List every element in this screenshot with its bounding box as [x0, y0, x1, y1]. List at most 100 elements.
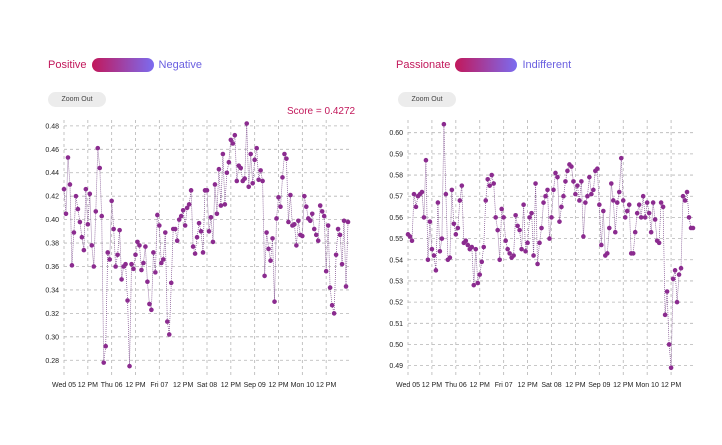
data-point [648, 229, 654, 235]
data-point [345, 219, 351, 225]
positive-negative-gradient [91, 58, 154, 72]
data-point [449, 187, 455, 193]
data-point [224, 170, 230, 176]
data-point [614, 200, 620, 205]
data-point [674, 299, 680, 305]
passionate-label: Passionate [396, 59, 451, 71]
data-point [533, 181, 538, 186]
data-point [101, 360, 107, 365]
data-point [97, 165, 103, 171]
positive-label: Positive [48, 59, 87, 71]
data-point [477, 272, 483, 277]
data-point [143, 244, 148, 249]
data-point [109, 198, 114, 204]
data-point [529, 210, 534, 216]
data-point [107, 257, 112, 262]
data-point [597, 202, 602, 208]
data-point [81, 247, 87, 253]
data-point [437, 248, 443, 254]
data-point [583, 200, 588, 205]
data-point [323, 268, 329, 274]
data-point [234, 178, 240, 184]
data-point [309, 211, 315, 217]
y-tick-label: 0.46 [45, 147, 59, 154]
y-tick-label: 0.44 [45, 170, 59, 177]
data-point [423, 157, 429, 163]
data-point [252, 157, 257, 163]
data-point [292, 222, 297, 227]
data-point [190, 244, 196, 249]
left-chart: 0.28 0.30 0.32 0.34 0.36 0.38 0.40 0.42 0.44 0.46… [45, 120, 351, 389]
data-point [644, 200, 650, 205]
data-point [573, 191, 578, 197]
data-point [495, 227, 500, 233]
data-point [188, 188, 194, 193]
data-point [280, 175, 285, 180]
data-point [341, 218, 347, 224]
data-point [503, 238, 508, 244]
data-point [622, 215, 628, 220]
data-point [200, 250, 206, 255]
data-point [650, 200, 656, 205]
data-point [238, 165, 244, 171]
data-point [331, 311, 337, 316]
data-point [307, 218, 313, 224]
data-point [91, 264, 97, 269]
data-point [172, 226, 178, 232]
data-point [626, 202, 632, 208]
zoom-out-button[interactable]: Zoom Out [48, 92, 106, 107]
data-point [113, 264, 118, 269]
data-point [569, 164, 574, 169]
data-point [549, 215, 554, 220]
data-point [288, 192, 293, 198]
data-point [176, 217, 182, 222]
data-point [313, 232, 319, 238]
x-tick-label: 12 PM [78, 382, 98, 389]
data-point [216, 166, 222, 172]
zoom-out-button[interactable]: Zoom Out [398, 92, 456, 107]
y-tick-label: 0.60 [389, 130, 403, 137]
data-point [599, 242, 604, 248]
data-point [517, 227, 522, 233]
data-point [155, 212, 160, 218]
data-point [151, 250, 156, 255]
data-point [103, 343, 109, 349]
data-point [333, 252, 339, 258]
data-point [196, 220, 202, 226]
data-point [435, 200, 441, 205]
data-point [296, 218, 301, 224]
data-point [153, 270, 158, 275]
data-point [632, 229, 638, 235]
data-point [453, 232, 459, 237]
data-point [87, 191, 93, 197]
data-point [537, 240, 542, 246]
x-tick-label: Sat 08 [197, 382, 217, 389]
data-point [666, 342, 672, 347]
data-point [431, 253, 437, 258]
data-point [184, 205, 190, 211]
data-point [545, 187, 550, 193]
data-point [487, 183, 493, 188]
data-point [131, 266, 136, 272]
data-point [662, 312, 668, 318]
data-point [75, 206, 81, 212]
data-point [547, 236, 552, 241]
y-tick-label: 0.38 [45, 241, 59, 248]
data-point [317, 203, 323, 208]
data-point [479, 259, 485, 265]
data-point [591, 187, 596, 193]
x-tick-label: 12 PM [661, 382, 681, 389]
data-point [194, 234, 200, 240]
data-point [680, 193, 686, 199]
x-tick-label: Wed 05 [52, 382, 76, 389]
data-point [433, 268, 439, 273]
data-point [499, 206, 504, 212]
x-tick-label: 12 PM [565, 382, 585, 389]
data-point [640, 193, 646, 199]
data-point [264, 230, 269, 235]
y-tick-label: 0.56 [389, 215, 403, 222]
data-point [300, 233, 305, 239]
data-point [260, 178, 265, 184]
data-point [539, 225, 544, 231]
data-point [149, 307, 154, 313]
